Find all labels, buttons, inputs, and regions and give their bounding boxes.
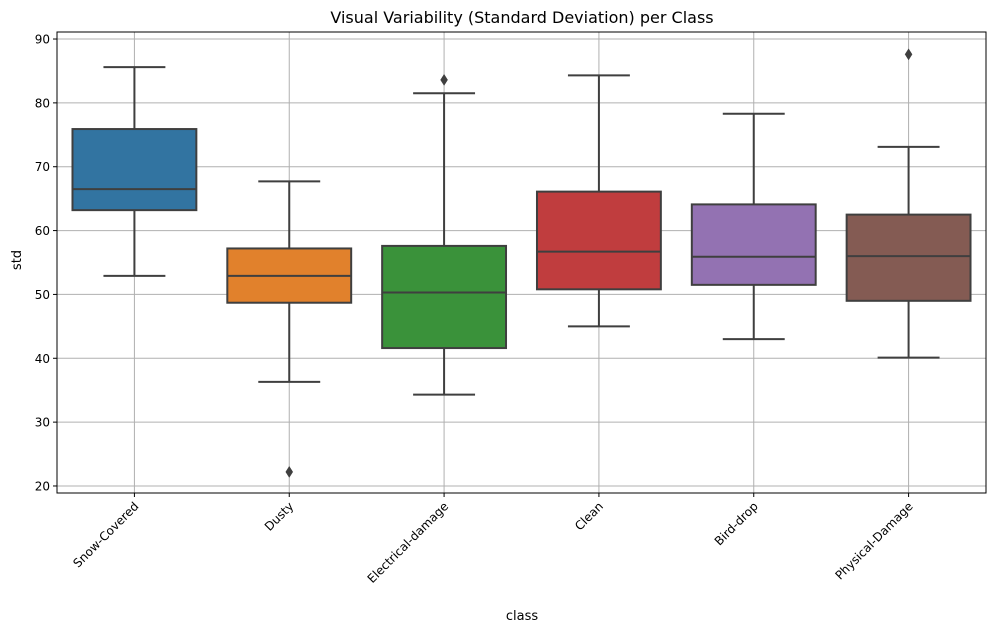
iqr-box <box>845 213 972 302</box>
box-physical-damage <box>845 48 972 359</box>
x-tick-label: Physical-Damage <box>832 499 915 582</box>
plot-frame <box>56 31 987 494</box>
outlier-point <box>285 465 294 478</box>
y-tick-label: 70 <box>35 160 50 174</box>
iqr-box <box>381 244 508 350</box>
y-tick-label: 50 <box>35 288 50 302</box>
outlier-point <box>440 73 448 86</box>
box-snow-covered <box>71 66 198 277</box>
box-clean <box>535 74 662 328</box>
y-tick-label: 60 <box>35 224 50 238</box>
box-bird-drop <box>690 112 817 341</box>
x-tick-label: Snow-Covered <box>70 499 141 570</box>
chart-title: Visual Variability (Standard Deviation) … <box>330 8 713 27</box>
x-tick-label: Bird-drop <box>712 499 761 548</box>
x-tick-label: Dusty <box>262 499 297 534</box>
y-tick-label: 30 <box>35 416 50 430</box>
x-tick-label: Electrical-damage <box>365 499 452 586</box>
y-axis-label: std <box>10 250 25 270</box>
box-dusty <box>226 180 353 478</box>
y-tick-label: 80 <box>35 96 50 110</box>
outlier-point <box>904 48 913 61</box>
box-electrical-damage <box>381 73 508 396</box>
y-tick-label: 90 <box>35 33 50 47</box>
y-tick-label: 20 <box>35 479 50 493</box>
y-tick-label: 40 <box>35 352 50 366</box>
iqr-box <box>535 190 662 291</box>
boxes <box>71 48 972 478</box>
x-tick-label: Clean <box>572 499 606 533</box>
iqr-box <box>71 128 198 212</box>
iqr-box <box>690 203 817 286</box>
x-axis-label: class <box>506 609 538 624</box>
